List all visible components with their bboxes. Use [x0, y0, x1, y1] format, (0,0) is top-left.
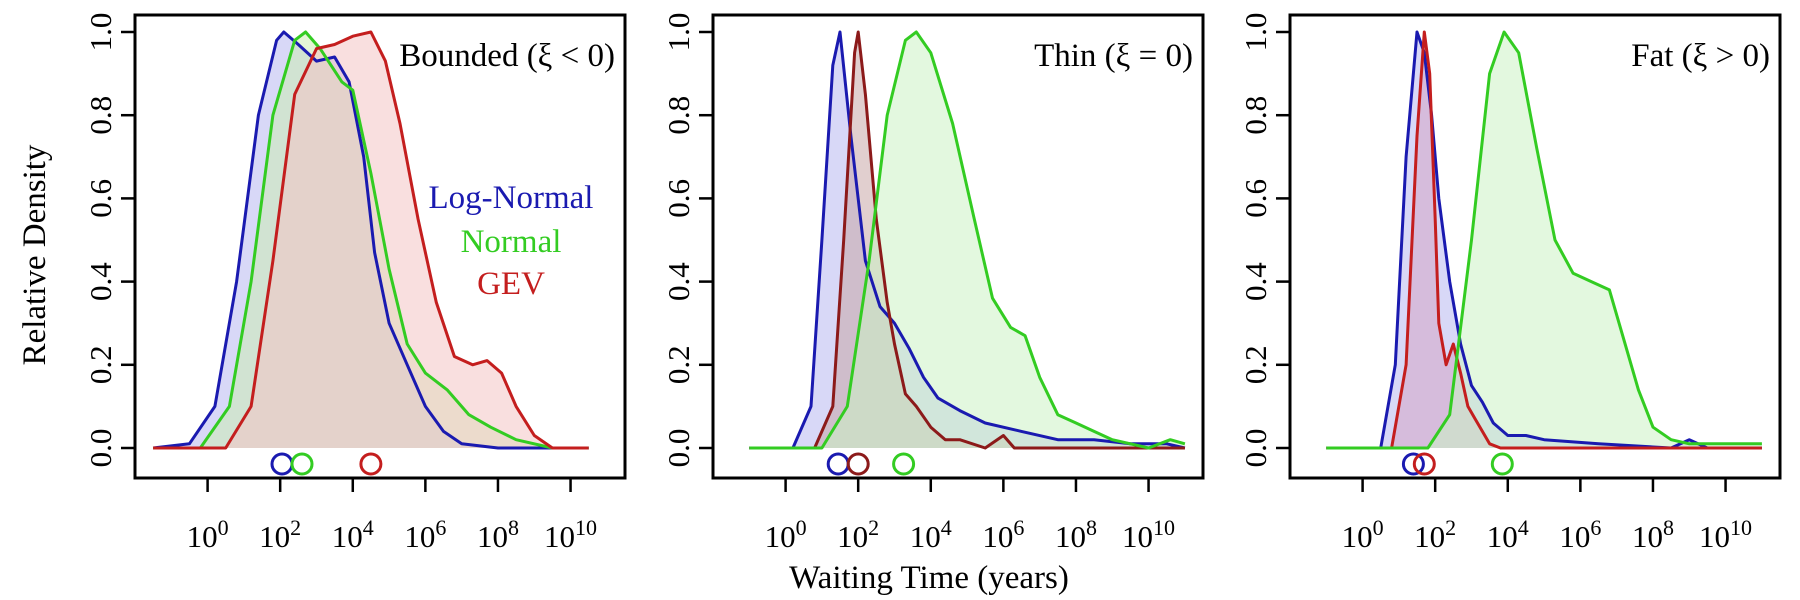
panels: 0.0 0.2 0.4 0.6 0.8 1.0 100 102 104 106 108 1010 Bou… [83, 13, 1782, 554]
y-tick-label: 0.4 [83, 262, 118, 301]
x-tick-label: 106 [1559, 515, 1601, 554]
marker-normal [892, 452, 916, 476]
x-tick-label: 102 [1414, 515, 1456, 554]
y-tick-label: 1.0 [83, 13, 118, 52]
line-normal [153, 30, 589, 450]
x-tick-label: 108 [1055, 515, 1097, 554]
marker-gev [359, 452, 383, 476]
line-log-normal [749, 30, 1186, 450]
y-tick-label: 0.8 [1238, 96, 1273, 135]
y-axis-label: Relative Density [17, 144, 53, 365]
x-axis-label: Waiting Time (years) [789, 560, 1069, 596]
area-gev [1326, 32, 1762, 448]
x-tick-label: 1010 [1122, 515, 1175, 554]
legend-label-normal: Normal [461, 224, 562, 260]
line-gev [749, 30, 1185, 450]
panel-frame [711, 13, 1205, 480]
x-tick-label: 108 [1632, 515, 1674, 554]
y-tick-label: 0.0 [1238, 429, 1273, 468]
line-normal [1326, 30, 1762, 450]
x-tick-label: 100 [187, 515, 229, 554]
panel-3: 0.0 0.2 0.4 0.6 0.8 1.0 100 102 104 106 108 1010 Fat… [1238, 13, 1782, 554]
x-tick-label: 1010 [1699, 515, 1752, 554]
x-tick-label: 106 [404, 515, 446, 554]
x-tick-label: 100 [1342, 515, 1384, 554]
marker-gev [846, 452, 870, 476]
y-tick-label: 0.4 [661, 262, 696, 301]
panel-title: Fat (ξ > 0) [1631, 38, 1770, 74]
y-tick-label: 0.2 [661, 345, 696, 384]
y-tick-label: 0.2 [1238, 345, 1273, 384]
panel-frame [1288, 13, 1782, 480]
y-tick-label: 0.6 [83, 179, 118, 218]
y-tick-label: 0.6 [1238, 179, 1273, 218]
x-tick-label: 104 [910, 515, 952, 554]
area-normal [1326, 32, 1762, 448]
panel-1: 0.0 0.2 0.4 0.6 0.8 1.0 100 102 104 106 108 1010 Bou… [83, 13, 627, 554]
legend-label-gev: GEV [477, 266, 545, 302]
marker-log-normal [826, 452, 850, 476]
x-tick-label: 100 [765, 515, 807, 554]
panel-frame [133, 13, 627, 480]
x-tick-label: 102 [259, 515, 301, 554]
line-gev [1326, 30, 1762, 450]
x-tick-label: 104 [1487, 515, 1529, 554]
panel-title: Bounded (ξ < 0) [399, 38, 615, 74]
y-tick-label: 0.6 [661, 179, 696, 218]
line-gev [153, 30, 589, 450]
area-gev [153, 32, 589, 448]
y-tick-label: 0.2 [83, 345, 118, 384]
y-tick-label: 0.8 [661, 96, 696, 135]
marker-gev [1412, 452, 1436, 476]
y-tick-label: 1.0 [661, 13, 696, 52]
area-normal [749, 32, 1185, 448]
marker-normal [1490, 452, 1514, 476]
line-normal [749, 30, 1186, 450]
y-tick-label: 0.8 [83, 96, 118, 135]
y-tick-label: 1.0 [1238, 13, 1273, 52]
x-tick-label: 108 [477, 515, 519, 554]
legend: Log-Normal Normal GEV [429, 180, 594, 302]
marker-normal [290, 452, 314, 476]
x-tick-label: 102 [837, 515, 879, 554]
marker-log-normal [270, 452, 294, 476]
x-tick-label: 104 [332, 515, 374, 554]
line-log-normal [152, 30, 589, 450]
panel-title: Thin (ξ = 0) [1034, 38, 1193, 74]
x-tick-label: 1010 [544, 515, 597, 554]
y-tick-label: 0.0 [661, 429, 696, 468]
y-tick-label: 0.4 [1238, 262, 1273, 301]
marker-log-normal [1401, 452, 1425, 476]
panel-2: 0.0 0.2 0.4 0.6 0.8 1.0 100 102 104 106 108 1010 Thi… [661, 13, 1205, 554]
legend-label-lognormal: Log-Normal [429, 180, 594, 216]
x-tick-label: 106 [982, 515, 1024, 554]
y-tick-label: 0.0 [83, 429, 118, 468]
